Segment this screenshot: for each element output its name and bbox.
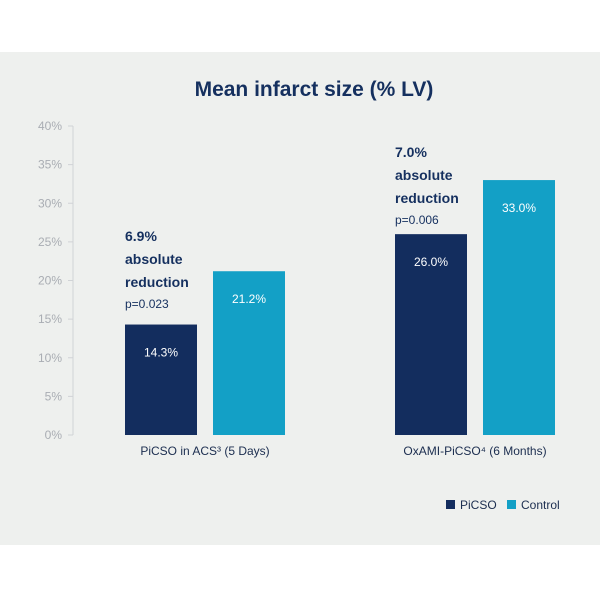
annotation-text: 6.9%	[125, 228, 157, 244]
y-tick-label: 10%	[38, 351, 62, 365]
legend-swatch-control	[507, 500, 516, 509]
legend-label-picso: PiCSO	[460, 498, 497, 512]
y-tick-label: 40%	[38, 119, 62, 133]
bar-value-label: 26.0%	[414, 255, 448, 269]
y-tick-label: 35%	[38, 158, 62, 172]
y-tick-label: 15%	[38, 312, 62, 326]
y-tick-label: 0%	[45, 428, 63, 442]
bar-control-1	[213, 271, 285, 435]
annotation-text: 7.0%	[395, 144, 427, 160]
bar-value-label: 14.3%	[144, 346, 178, 360]
category-label: PiCSO in ACS³ (5 Days)	[140, 444, 269, 458]
y-tick-label: 5%	[45, 389, 63, 403]
annotation-text: absolute	[125, 251, 183, 267]
legend-label-control: Control	[521, 498, 560, 512]
y-tick-label: 25%	[38, 235, 62, 249]
bar-value-label: 33.0%	[502, 201, 536, 215]
y-tick-label: 20%	[38, 274, 62, 288]
bar-value-label: 21.2%	[232, 292, 266, 306]
y-tick-label: 30%	[38, 196, 62, 210]
p-value-label: p=0.006	[395, 213, 439, 227]
bar-picso-2	[395, 234, 467, 435]
bar-picso-1	[125, 324, 197, 435]
chart-panel: Mean infarct size (% LV) 0% 5% 10% 15% 20% 25…	[0, 52, 600, 545]
bar-control-2	[483, 180, 555, 435]
annotation-text: reduction	[395, 190, 459, 206]
bar-chart: Mean infarct size (% LV) 0% 5% 10% 15% 20% 25…	[38, 78, 560, 512]
legend: PiCSO Control	[446, 498, 560, 512]
annotations: 6.9% absolute reduction p=0.023 7.0% absolute…	[125, 144, 459, 311]
x-axis-labels: PiCSO in ACS³ (5 Days) OxAMI-PiCSO⁴ (6 Mo…	[140, 444, 546, 458]
y-axis: 0% 5% 10% 15% 20% 25% 30% 35% 40%	[38, 119, 73, 442]
legend-swatch-picso	[446, 500, 455, 509]
bars: 14.3% 21.2% 26.0% 33.0%	[125, 180, 555, 435]
annotation-text: reduction	[125, 274, 189, 290]
category-label: OxAMI-PiCSO⁴ (6 Months)	[403, 444, 546, 458]
chart-title: Mean infarct size (% LV)	[195, 78, 434, 101]
annotation-text: absolute	[395, 167, 453, 183]
p-value-label: p=0.023	[125, 297, 169, 311]
